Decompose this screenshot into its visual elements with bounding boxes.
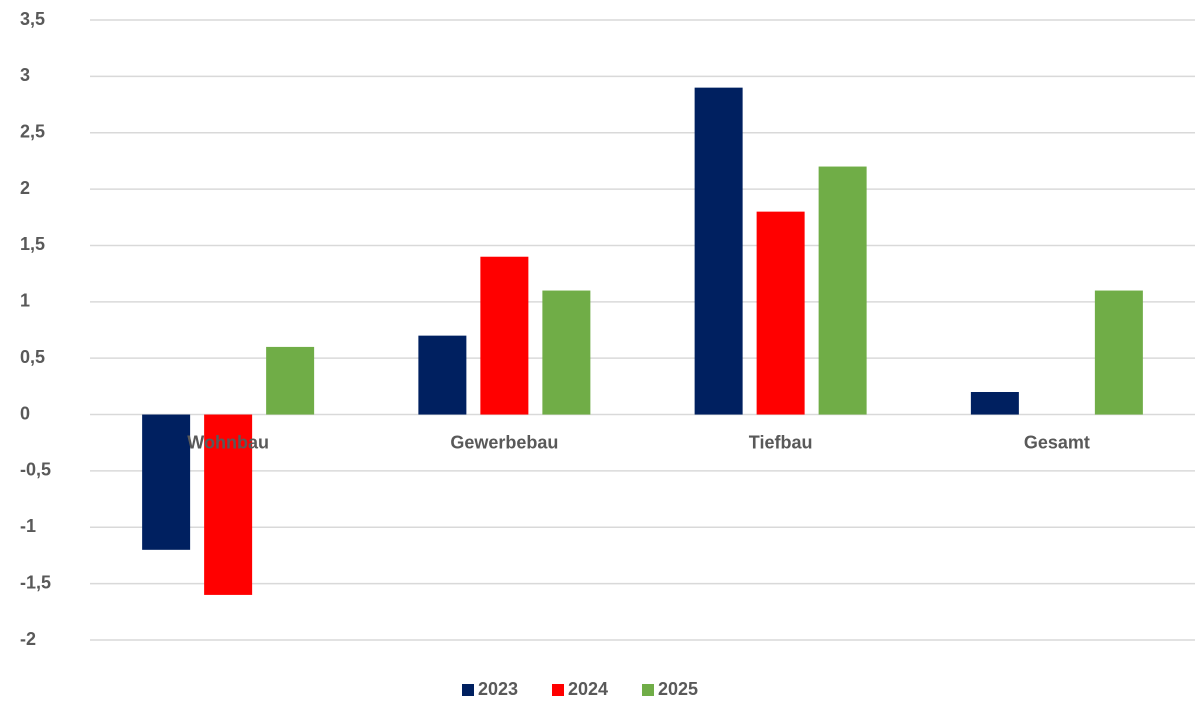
bar xyxy=(970,392,1019,415)
y-tick-label: 3,5 xyxy=(20,9,45,29)
legend-swatch xyxy=(552,684,564,696)
bar xyxy=(542,290,591,415)
bar xyxy=(1094,290,1143,415)
y-tick-label: 1,5 xyxy=(20,234,45,254)
legend-swatch xyxy=(462,684,474,696)
y-tick-label: 0,5 xyxy=(20,347,45,367)
y-tick-label: 0 xyxy=(20,403,30,423)
bar xyxy=(756,211,805,415)
y-tick-label: 3 xyxy=(20,65,30,85)
x-tick-label: Wohnbau xyxy=(187,432,269,452)
legend-label: 2025 xyxy=(658,679,698,699)
legend-swatch xyxy=(642,684,654,696)
y-tick-label: 1 xyxy=(20,291,30,311)
y-tick-label: -2 xyxy=(20,629,36,649)
y-tick-label: -1,5 xyxy=(20,572,51,592)
bar xyxy=(480,256,529,415)
y-tick-label: -0,5 xyxy=(20,460,51,480)
x-tick-label: Tiefbau xyxy=(749,432,813,452)
bar xyxy=(418,335,467,415)
bar xyxy=(142,414,191,550)
bar xyxy=(204,414,253,595)
legend-label: 2023 xyxy=(478,679,518,699)
y-tick-label: 2 xyxy=(20,178,30,198)
x-tick-label: Gewerbebau xyxy=(450,432,558,452)
bar xyxy=(266,346,315,415)
x-tick-label: Gesamt xyxy=(1024,432,1090,452)
y-tick-label: 2,5 xyxy=(20,121,45,141)
legend-label: 2024 xyxy=(568,679,608,699)
y-tick-label: -1 xyxy=(20,516,36,536)
bar xyxy=(694,87,743,415)
bar xyxy=(818,166,867,415)
